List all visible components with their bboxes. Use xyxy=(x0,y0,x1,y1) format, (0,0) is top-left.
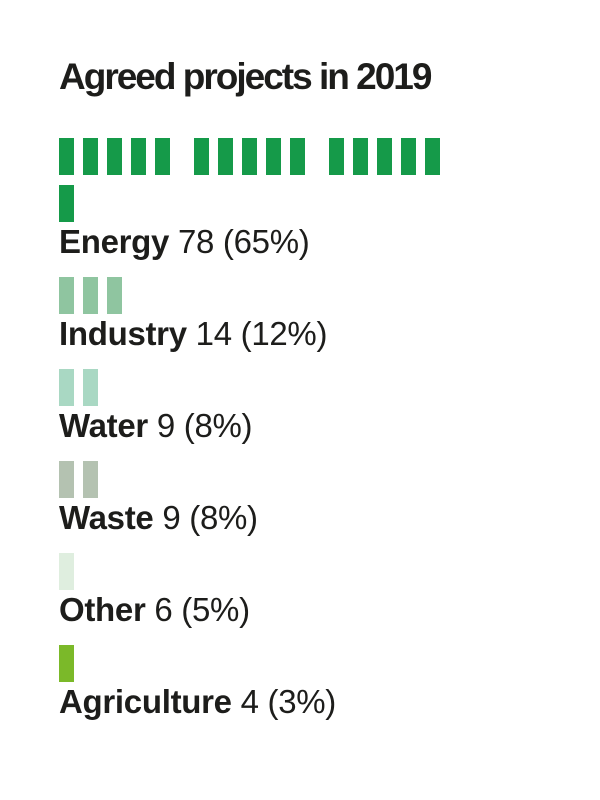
square-group xyxy=(194,138,305,175)
unit-squares xyxy=(59,369,459,406)
unit-square xyxy=(218,138,233,175)
category-label: Industry 14 (12%) xyxy=(59,317,600,350)
category-value: 9 (8%) xyxy=(153,499,258,536)
square-group xyxy=(59,138,170,175)
unit-square xyxy=(329,138,344,175)
category-value: 4 (3%) xyxy=(231,683,337,720)
unit-squares xyxy=(59,645,459,682)
unit-square xyxy=(107,277,122,314)
square-group xyxy=(329,138,440,175)
unit-square xyxy=(59,277,74,314)
square-group xyxy=(59,185,74,222)
square-group xyxy=(59,277,122,314)
unit-square xyxy=(83,138,98,175)
category-name: Energy xyxy=(59,223,170,260)
square-group xyxy=(59,553,74,590)
category-label: Agriculture 4 (3%) xyxy=(59,685,600,718)
chart-title: Agreed projects in 2019 xyxy=(59,56,432,97)
category-value: 14 (12%) xyxy=(186,315,328,352)
category-name: Other xyxy=(59,591,146,628)
unit-square xyxy=(59,461,74,498)
unit-square xyxy=(290,138,305,175)
category-row-industry: Industry 14 (12%) xyxy=(59,277,600,350)
unit-square xyxy=(107,138,122,175)
category-label: Other 6 (5%) xyxy=(59,593,600,626)
category-value: 78 (65%) xyxy=(169,223,310,260)
unit-square xyxy=(266,138,281,175)
unit-square xyxy=(59,553,74,590)
unit-square xyxy=(377,138,392,175)
category-label: Water 9 (8%) xyxy=(59,409,600,442)
unit-square xyxy=(425,138,440,175)
category-label: Energy 78 (65%) xyxy=(59,225,600,258)
unit-square xyxy=(401,138,416,175)
category-row-water: Water 9 (8%) xyxy=(59,369,600,442)
unit-square xyxy=(353,138,368,175)
unit-squares xyxy=(59,277,459,314)
unit-square xyxy=(83,369,98,406)
category-row-other: Other 6 (5%) xyxy=(59,553,600,626)
unit-square xyxy=(83,461,98,498)
unit-square xyxy=(83,277,98,314)
category-name: Industry xyxy=(59,315,187,352)
square-group xyxy=(59,369,98,406)
unit-square xyxy=(131,138,146,175)
category-label: Waste 9 (8%) xyxy=(59,501,600,534)
unit-squares xyxy=(59,553,459,590)
unit-square xyxy=(155,138,170,175)
unit-squares xyxy=(59,461,459,498)
unit-square xyxy=(59,645,74,682)
category-row-waste: Waste 9 (8%) xyxy=(59,461,600,534)
unit-square xyxy=(194,138,209,175)
category-row-energy: Energy 78 (65%) xyxy=(59,138,600,258)
category-name: Waste xyxy=(59,499,154,536)
unit-chart: Energy 78 (65%) Industry 14 (12%) Water 9 … xyxy=(59,138,600,718)
unit-squares xyxy=(59,138,459,222)
unit-square xyxy=(59,369,74,406)
unit-square xyxy=(59,138,74,175)
category-row-agriculture: Agriculture 4 (3%) xyxy=(59,645,600,718)
category-name: Agriculture xyxy=(59,683,232,720)
category-name: Water xyxy=(59,407,148,444)
category-value: 6 (5%) xyxy=(145,591,250,628)
unit-square xyxy=(242,138,257,175)
square-group xyxy=(59,645,74,682)
square-group xyxy=(59,461,98,498)
category-value: 9 (8%) xyxy=(147,407,253,444)
unit-square xyxy=(59,185,74,222)
